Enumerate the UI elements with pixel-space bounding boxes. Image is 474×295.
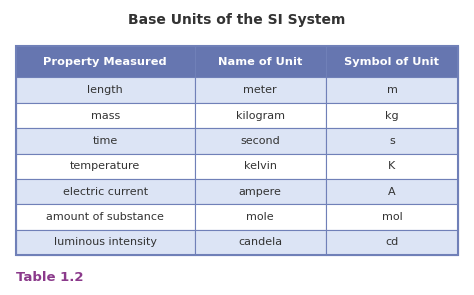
Text: meter: meter bbox=[244, 85, 277, 95]
Text: candela: candela bbox=[238, 237, 283, 248]
Text: length: length bbox=[87, 85, 123, 95]
Bar bbox=[16, 154, 195, 179]
Text: Symbol of Unit: Symbol of Unit bbox=[345, 57, 439, 67]
Text: time: time bbox=[92, 136, 118, 146]
Bar bbox=[326, 204, 458, 230]
Bar bbox=[195, 179, 326, 204]
Text: kilogram: kilogram bbox=[236, 111, 285, 121]
Bar bbox=[16, 230, 195, 255]
Bar bbox=[326, 230, 458, 255]
Text: Base Units of the SI System: Base Units of the SI System bbox=[128, 13, 346, 27]
Bar bbox=[195, 230, 326, 255]
Text: Table 1.2: Table 1.2 bbox=[16, 271, 83, 284]
Bar bbox=[326, 154, 458, 179]
Bar bbox=[16, 103, 195, 128]
Bar bbox=[326, 103, 458, 128]
Bar bbox=[195, 154, 326, 179]
Bar bbox=[195, 204, 326, 230]
Text: mass: mass bbox=[91, 111, 120, 121]
Bar bbox=[195, 46, 326, 78]
Text: mol: mol bbox=[382, 212, 402, 222]
Bar bbox=[16, 78, 195, 103]
Bar bbox=[195, 103, 326, 128]
Bar bbox=[16, 128, 195, 154]
Text: cd: cd bbox=[385, 237, 399, 248]
Bar bbox=[326, 78, 458, 103]
Text: temperature: temperature bbox=[70, 161, 140, 171]
Text: second: second bbox=[240, 136, 280, 146]
Bar bbox=[326, 179, 458, 204]
Text: s: s bbox=[389, 136, 395, 146]
Text: amount of substance: amount of substance bbox=[46, 212, 164, 222]
Text: m: m bbox=[386, 85, 397, 95]
Text: A: A bbox=[388, 187, 396, 197]
Bar bbox=[195, 78, 326, 103]
Bar bbox=[16, 46, 458, 255]
Bar bbox=[326, 128, 458, 154]
Bar bbox=[16, 204, 195, 230]
Text: luminous intensity: luminous intensity bbox=[54, 237, 157, 248]
Text: kelvin: kelvin bbox=[244, 161, 277, 171]
Text: K: K bbox=[388, 161, 396, 171]
Bar bbox=[326, 46, 458, 78]
Text: ampere: ampere bbox=[239, 187, 282, 197]
Text: mole: mole bbox=[246, 212, 274, 222]
Bar bbox=[16, 46, 195, 78]
Text: Name of Unit: Name of Unit bbox=[218, 57, 302, 67]
Bar bbox=[16, 179, 195, 204]
Text: Property Measured: Property Measured bbox=[44, 57, 167, 67]
Bar bbox=[195, 128, 326, 154]
Text: electric current: electric current bbox=[63, 187, 148, 197]
Text: kg: kg bbox=[385, 111, 399, 121]
